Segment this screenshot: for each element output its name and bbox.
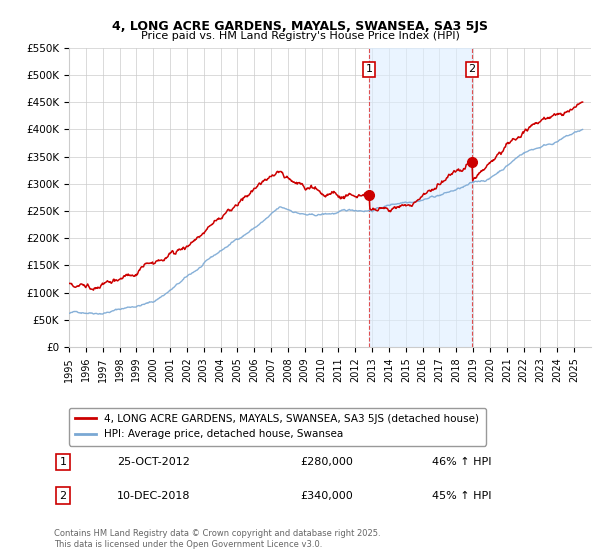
Text: Contains HM Land Registry data © Crown copyright and database right 2025.
This d: Contains HM Land Registry data © Crown c… bbox=[54, 529, 380, 549]
Text: 4, LONG ACRE GARDENS, MAYALS, SWANSEA, SA3 5JS: 4, LONG ACRE GARDENS, MAYALS, SWANSEA, S… bbox=[112, 20, 488, 32]
Bar bbox=[369, 48, 472, 347]
Text: 2: 2 bbox=[59, 491, 67, 501]
Text: £340,000: £340,000 bbox=[300, 491, 353, 501]
Text: 45% ↑ HPI: 45% ↑ HPI bbox=[432, 491, 491, 501]
Text: 1: 1 bbox=[365, 64, 373, 74]
Text: 46% ↑ HPI: 46% ↑ HPI bbox=[432, 457, 491, 467]
Legend: 4, LONG ACRE GARDENS, MAYALS, SWANSEA, SA3 5JS (detached house), HPI: Average pr: 4, LONG ACRE GARDENS, MAYALS, SWANSEA, S… bbox=[69, 408, 485, 446]
Text: 1: 1 bbox=[59, 457, 67, 467]
Text: £280,000: £280,000 bbox=[300, 457, 353, 467]
Text: 2: 2 bbox=[469, 64, 476, 74]
Text: 10-DEC-2018: 10-DEC-2018 bbox=[117, 491, 191, 501]
Text: 25-OCT-2012: 25-OCT-2012 bbox=[117, 457, 190, 467]
Text: Price paid vs. HM Land Registry's House Price Index (HPI): Price paid vs. HM Land Registry's House … bbox=[140, 31, 460, 41]
